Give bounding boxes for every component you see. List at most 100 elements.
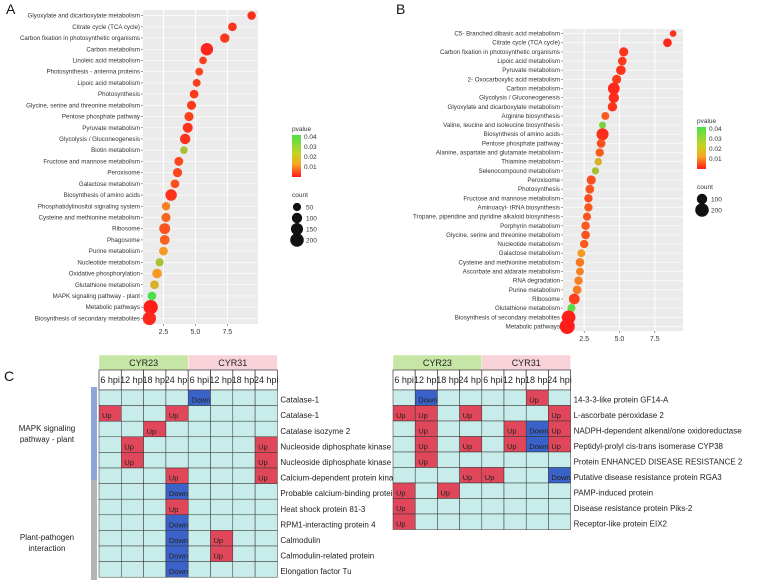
panel-d-cell-label: Up xyxy=(418,458,428,467)
panel-d-cell-label: Up xyxy=(529,396,539,405)
panel-b-pathway-label: Porphyrin metabolism xyxy=(500,223,560,230)
panel-c-row-label: RPM1-interacting protein 4 xyxy=(280,520,376,529)
panel-c-category-bar xyxy=(91,387,97,481)
panel-c-cell-label: Down xyxy=(169,489,188,498)
panel-c-cell xyxy=(232,467,256,484)
panel-c-cell xyxy=(98,561,122,578)
panel-d-cell xyxy=(525,498,549,515)
panel-a-pathway-label: Photosynthesis xyxy=(98,91,140,98)
panel-c-cell-label: Up xyxy=(102,411,112,420)
panel-a-colorbar-tick: 0.02 xyxy=(304,154,317,161)
panel-a-dot xyxy=(143,300,158,315)
panel-d-cell xyxy=(525,467,549,484)
panel-c-row-label: Calmodulin xyxy=(280,536,320,545)
panel-a-count-legend-dot xyxy=(290,222,304,236)
panel-a-dot xyxy=(172,168,183,178)
panel-d-cell xyxy=(437,389,460,406)
panel-a-pathway-label: Phagosome xyxy=(107,237,141,244)
panel-d-row-label: Disease resistance protein Piks-2 xyxy=(574,504,693,513)
panel-c-cell xyxy=(121,498,144,516)
panel-c-cell xyxy=(121,561,144,578)
panel-c-cell xyxy=(232,436,256,453)
panel-c-cell xyxy=(121,530,144,547)
panel-b-pathway-label: Metabolic pathways xyxy=(506,323,560,330)
panel-c-cell xyxy=(98,420,122,438)
panel-b-pathway-label: Biosynthesis of amino acids xyxy=(484,131,560,138)
panel-a-colorbar-tick: 0.01 xyxy=(304,164,317,171)
panel-c-cell xyxy=(121,514,144,531)
panel-d-cell xyxy=(392,389,416,406)
panel-b-colorbar-tick: 0.04 xyxy=(709,126,722,133)
panel-b-dot xyxy=(663,38,672,48)
panel-c-cell-label: Up xyxy=(214,536,224,545)
panel-d-cell xyxy=(525,451,549,468)
panel-a-dot xyxy=(180,146,188,154)
panel-d-row-label: Putative disease resistance protein RGA3 xyxy=(574,473,723,482)
panel-d-cell xyxy=(503,498,527,515)
panel-a-dot xyxy=(247,11,256,20)
panel-d-cell-label: Up xyxy=(396,504,406,513)
panel-a-dot xyxy=(155,258,164,267)
panel-d-cell-label: Up xyxy=(440,489,450,498)
panel-c-cell-label: Down xyxy=(169,567,188,576)
panel-a-pathway-label: Glyoxylate and dicarboxylate metabolism xyxy=(28,13,140,20)
panel-b-pathway-label: Galactose metabolism xyxy=(499,250,560,257)
panel-b-dot xyxy=(595,148,604,157)
panel-d-cell xyxy=(437,420,460,437)
panel-d-cell xyxy=(392,467,416,484)
panel-c-cell xyxy=(254,498,278,516)
panel-c-cell xyxy=(143,561,167,578)
panel-d-hpi-label: 12 hpi xyxy=(503,375,528,385)
panel-b-pathway-label: Biosynthesis of secondary metabolites xyxy=(455,314,560,321)
panel-a-dot xyxy=(228,22,237,32)
panel-d-row-label: Receptor-like protein EIX2 xyxy=(574,520,668,529)
panel-a-dot xyxy=(159,223,171,235)
panel-b-dot xyxy=(582,212,592,221)
panel-a-dot xyxy=(195,67,204,76)
panel-c-cell xyxy=(98,545,122,562)
panel-b-dot xyxy=(577,249,586,258)
panel-a-pathway-label: Glutathione metabolism xyxy=(75,282,140,289)
panel-c-category-label: MAPK signaling xyxy=(19,424,75,433)
panel-d-group-label: CYR31 xyxy=(512,358,541,368)
panel-d-cell-label: Up xyxy=(551,411,561,420)
panel-a-dot xyxy=(161,202,171,211)
panel-c-cell xyxy=(98,483,122,500)
panel-c-row-label: Calcium-dependent protein kinase 13 xyxy=(280,474,413,483)
panel-c-category-bar xyxy=(91,480,97,580)
panel-c-cell xyxy=(187,545,211,562)
panel-b-dot xyxy=(617,56,627,66)
panel-b-pathway-label: Glycolysis / Gluconeogenesis xyxy=(479,95,560,102)
panel-d-hpi-label: 24 hpi xyxy=(547,375,572,385)
panel-c-cell-label: Down xyxy=(191,396,210,405)
panel-a-pathway-label: Citrate cycle (TCA cycle) xyxy=(72,24,140,31)
panel-a-dot xyxy=(192,78,201,87)
panel-d-cell xyxy=(437,405,460,422)
panel-a-pathway-label: Biotin metabolism xyxy=(91,147,140,154)
panel-b-dot xyxy=(608,92,620,103)
panel-a-label: A xyxy=(6,1,16,17)
panel-c-group-label: CYR23 xyxy=(129,358,158,368)
panel-d-hpi-label: 24 hpi xyxy=(458,375,483,385)
panel-b-pathway-label: Arginine biosynthesis xyxy=(502,113,560,120)
panel-c-category-label: interaction xyxy=(29,544,66,553)
panel-c-cell xyxy=(143,498,167,516)
panel-d-cell xyxy=(481,420,505,437)
panel-a-count-legend-dot xyxy=(291,212,303,224)
panel-b-pathway-label: Peroxisome xyxy=(527,177,560,184)
panel-d-cell xyxy=(481,498,505,515)
panel-d-cell xyxy=(459,513,483,530)
panel-d-cell xyxy=(525,405,549,422)
panel-b-dot xyxy=(581,221,590,230)
panel-c-cell-label: Up xyxy=(147,427,157,436)
panel-b-dot xyxy=(607,102,618,112)
panel-a-dot xyxy=(174,156,184,166)
panel-b-pathway-label: Glycine, serine and threonine metabolism xyxy=(446,232,560,239)
panel-c-row-label: Heat shock protein 81-3 xyxy=(280,505,365,514)
panel-c-cell-label: Up xyxy=(124,442,134,451)
panel-c-cell xyxy=(187,514,211,531)
panel-b-pathway-label: Ascorbate and aldarate metabolism xyxy=(463,269,560,276)
panel-d-cell xyxy=(503,482,527,499)
panel-a-count-legend-title: count xyxy=(292,192,308,199)
panel-d-cell xyxy=(481,513,505,530)
